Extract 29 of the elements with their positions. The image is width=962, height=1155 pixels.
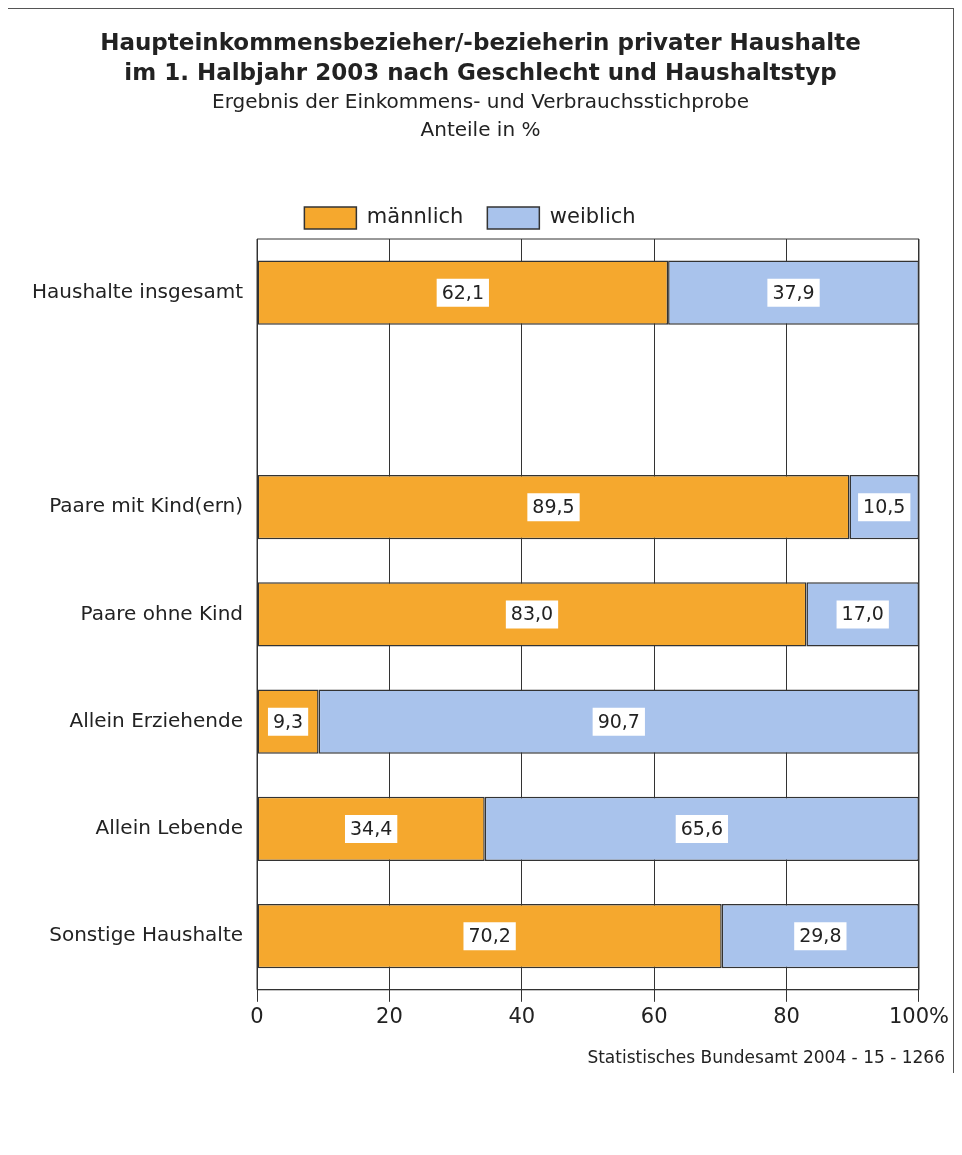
text: Statistisches Bundesamt 2004 - 15 - 1266: [586, 1046, 946, 1069]
data-label: 29,8: [799, 924, 842, 947]
data-label: 10,5: [863, 495, 906, 518]
data-label: 90,7: [597, 709, 640, 732]
x-tick-label: 20: [376, 1003, 403, 1028]
data-label: 34,4: [349, 816, 393, 839]
x-tick-label: 40: [508, 1003, 536, 1028]
legend-label: männlich: [366, 204, 464, 229]
y-tick-label: Paare mit Kind(ern): [49, 493, 244, 518]
chart-title: Haupteinkommensbezieher/-bezieherin privater Haushalte im 1. Halbjahr 2003 nach Geschlecht und Haushaltstyp: [99, 28, 862, 87]
x-tick-label: 100%: [888, 1003, 950, 1028]
x-tick-label: 60: [640, 1003, 668, 1028]
data-label: 83,0: [510, 602, 554, 625]
y-tick-label: Haushalte insgesamt: [31, 278, 244, 303]
data-label: 17,0: [841, 602, 884, 625]
y-tick-label: Allein Erziehende: [69, 707, 244, 732]
y-tick-label: Sonstige Haushalte: [49, 922, 244, 947]
data-label: 9,3: [272, 709, 304, 732]
y-tick-label: Paare ohne Kind: [80, 600, 244, 625]
x-tick-label: 80: [773, 1003, 800, 1028]
legend-label: weiblich: [549, 204, 636, 229]
data-label: 37,9: [772, 280, 815, 303]
data-label: 70,2: [468, 924, 511, 947]
chart-subtitle: Ergebnis der Einkommens- und Verbrauchsstichprobe Anteile in %: [211, 88, 750, 143]
data-label: 62,1: [441, 280, 484, 303]
x-tick-label: 0: [250, 1003, 264, 1028]
data-label: 65,6: [680, 816, 724, 839]
y-tick-label: Allein Lebende: [95, 815, 244, 840]
data-label: 89,5: [532, 495, 575, 518]
